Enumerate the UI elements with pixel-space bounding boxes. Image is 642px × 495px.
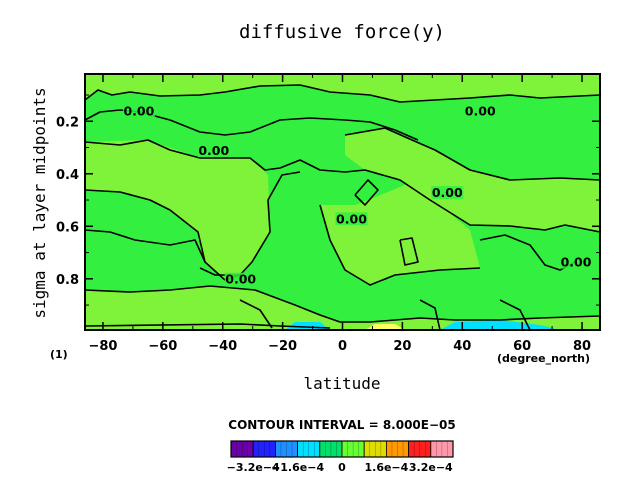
contour-label-bg	[464, 104, 497, 118]
chart-title: diffusive force(y)	[239, 21, 445, 43]
y-tick-label: 0.4	[56, 168, 79, 183]
light-region-bottom	[85, 286, 600, 330]
contour-line	[399, 237, 419, 266]
positive-patch	[365, 324, 405, 330]
contour-line	[319, 204, 481, 286]
contour-line	[499, 299, 531, 331]
contour-label: 0.00	[123, 104, 154, 119]
contour-label-bg	[122, 104, 155, 118]
plot-area	[84, 73, 601, 331]
contour-labels: 0.00 0.00 0.00 0.00 0.00 0.00 0.00	[122, 104, 593, 287]
colorbar-tick-label: −3.2e−4	[227, 461, 280, 474]
colorbar-frame	[230, 440, 454, 458]
contour-line	[354, 179, 379, 206]
light-region-center	[320, 182, 480, 285]
colorbar-tick-label: −1.6e−4	[271, 461, 324, 474]
light-region-left	[85, 140, 270, 280]
x-tick-label: 0	[338, 339, 347, 354]
contour-label: 0.00	[225, 272, 256, 287]
contour-label: 0.00	[432, 185, 463, 200]
contour-label-bg	[197, 144, 230, 158]
contour-line	[419, 299, 441, 331]
contour-label: 0.00	[561, 255, 592, 270]
y-tick-label: 0.2	[56, 115, 79, 130]
y-tick-label: 0.6	[56, 220, 79, 235]
contour-line	[344, 127, 601, 181]
negative-patch-right	[440, 320, 560, 330]
y-tick-label: 0.8	[56, 273, 79, 288]
contour-label-bg	[560, 255, 593, 269]
contour-label: 0.00	[198, 143, 229, 158]
colorbar-tick-label: 0	[338, 461, 346, 474]
contour-line	[84, 139, 601, 233]
colorbar-tick-label: 1.6e−4	[364, 461, 408, 474]
contour-label: 0.00	[465, 104, 496, 119]
contour-label-bg	[335, 212, 368, 226]
contour-line	[239, 299, 273, 329]
x-axis-unit: (degree_north)	[497, 352, 590, 365]
contour-interval-note: CONTOUR INTERVAL = 8.000E−05	[228, 418, 455, 432]
corner-label: (1)	[50, 348, 68, 361]
contour-line	[84, 285, 601, 323]
x-tick-label: −20	[268, 339, 297, 354]
x-tick-label: 80	[573, 339, 591, 354]
x-tick-label: 40	[453, 339, 471, 354]
x-axis-label: latitude	[303, 374, 380, 393]
light-region-right-mid	[345, 128, 600, 232]
x-tick-label: −80	[88, 339, 117, 354]
contour-label-bg	[224, 272, 257, 286]
x-tick-label: −40	[208, 339, 237, 354]
x-tick-label: −60	[148, 339, 177, 354]
colorbar-tick-label: 3.2e−4	[409, 461, 453, 474]
x-tick-label: 60	[513, 339, 531, 354]
x-tick-label: 20	[393, 339, 411, 354]
light-region-top	[85, 74, 600, 102]
contour-label-bg	[431, 186, 464, 200]
contour-label: 0.00	[336, 211, 367, 226]
colorbar: −3.2e−4−1.6e−4 0 1.6e−4 3.2e−4	[227, 440, 454, 474]
contour-line	[84, 84, 601, 103]
axis-ticks: −80 −60 −40 −20 0 20 40 60 80 0.2 0.4 0.6 0.8	[56, 74, 600, 354]
contour-line	[84, 229, 206, 263]
y-axis-label: sigma at layer midpoints	[30, 87, 49, 318]
